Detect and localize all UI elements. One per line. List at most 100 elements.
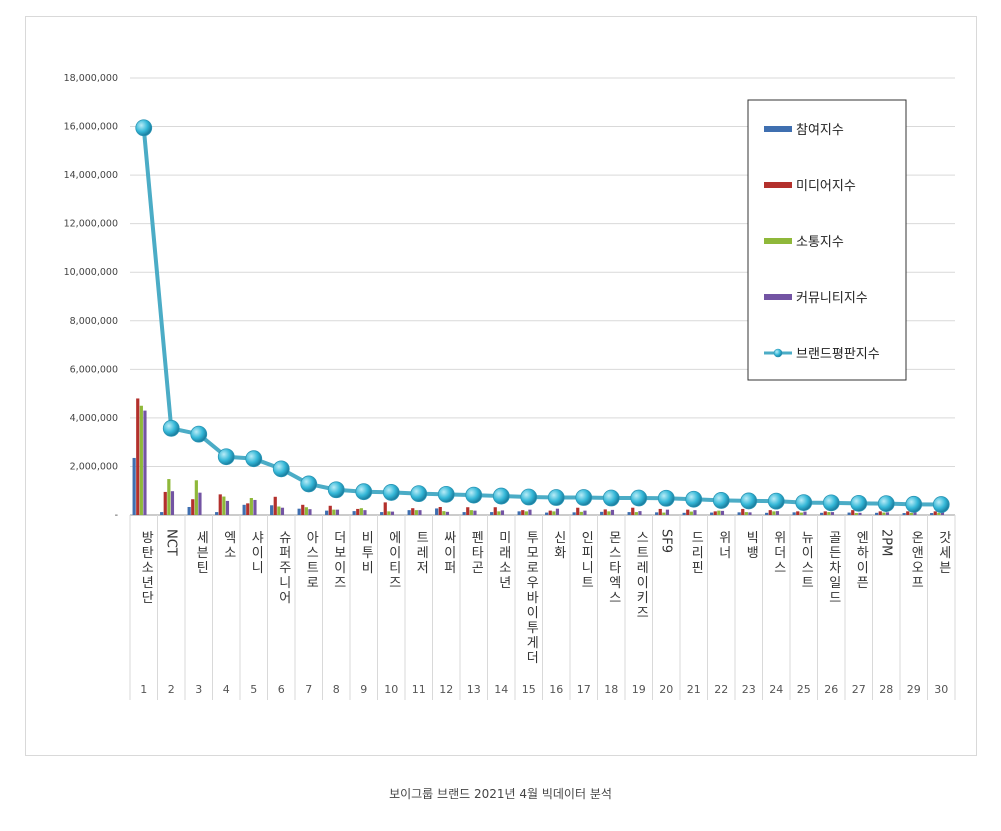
bar-participation [682, 512, 686, 515]
bar-communication [469, 510, 473, 515]
rank-label: 30 [934, 683, 948, 696]
y-tick-label: 14,000,000 [64, 170, 118, 181]
brand-point [162, 419, 180, 437]
brand-point [905, 495, 923, 513]
bar-participation [902, 513, 906, 515]
bar-media [768, 510, 772, 515]
rank-label: 24 [769, 683, 783, 696]
bar-participation [572, 512, 576, 515]
bar-communication [717, 510, 721, 515]
legend-swatch [764, 182, 792, 188]
legend-label: 미디어지수 [796, 179, 856, 194]
brand-point [327, 481, 345, 499]
rank-label: 11 [412, 683, 426, 696]
bar-community [693, 510, 697, 515]
bar-communication [607, 511, 611, 515]
rank-label: 16 [549, 683, 563, 696]
bar-communication [799, 512, 803, 515]
bar-communication [854, 513, 858, 515]
bar-communication [222, 496, 226, 515]
bar-community [555, 508, 560, 515]
bar-community [280, 507, 285, 515]
rank-label: 10 [384, 683, 398, 696]
brand-line [135, 119, 950, 513]
bar-community [225, 500, 230, 515]
legend-label: 브랜드평판지수 [796, 347, 880, 362]
bar-community [418, 510, 422, 515]
bar-community [748, 512, 752, 515]
bar-communication [579, 511, 583, 515]
bar-participation [352, 511, 356, 515]
y-tick-label: 4,000,000 [70, 413, 118, 424]
x-axis: 방 탄 소 년 단 1 NCT 2 세 븐 틴 3 엑 소 4 샤 이 니 5 슈 퍼 주 니 어 6 아 스 트 로 7 더 보 이 즈 8 비 투 비… [129, 515, 956, 700]
bar-community [583, 510, 587, 515]
bar-media [933, 511, 937, 515]
brand-point [602, 489, 620, 507]
brand-point [437, 485, 455, 503]
brand-point [712, 492, 730, 509]
bar-participation [820, 512, 824, 515]
bar-communication [552, 511, 556, 515]
bar-media [356, 508, 360, 515]
brand-point [217, 448, 235, 466]
y-tick-label: - [115, 510, 118, 521]
brand-point [547, 489, 565, 506]
bar-community [198, 492, 202, 515]
bar-community [170, 491, 175, 515]
rank-label: 9 [360, 683, 367, 696]
bar-participation [462, 512, 466, 515]
bar-participation [187, 506, 191, 515]
bar-media [411, 508, 415, 515]
bar-communication [937, 512, 941, 515]
bar-participation [737, 512, 741, 515]
rank-label: 8 [333, 683, 340, 696]
brand-point [465, 486, 483, 504]
brand-point [575, 489, 593, 506]
bar-communication [662, 512, 666, 515]
bar-participation [792, 512, 796, 515]
bar-community [638, 511, 642, 515]
bar-media [713, 511, 717, 515]
y-tick-label: 6,000,000 [70, 364, 118, 375]
bar-participation [875, 512, 879, 515]
rank-label: 25 [797, 683, 811, 696]
bar-participation [847, 512, 851, 515]
brand-point [630, 489, 648, 507]
bar-communication [277, 506, 281, 515]
bar-media [548, 510, 552, 515]
rank-label: 15 [522, 683, 536, 696]
bar-communication [332, 509, 336, 515]
category-label: NCT [163, 529, 178, 556]
bar-community [940, 512, 945, 515]
bar-media [301, 504, 305, 515]
rank-label: 2 [168, 683, 175, 696]
bar-participation [517, 511, 521, 515]
brand-point [520, 488, 538, 506]
brand-point [877, 495, 895, 512]
bar-communication [497, 511, 501, 515]
bar-community [500, 510, 505, 515]
bar-media [438, 506, 442, 515]
brand-point [822, 494, 840, 512]
bar-community [143, 410, 147, 515]
bar-participation [160, 512, 164, 515]
bar-media [796, 511, 800, 515]
bar-media [328, 505, 332, 515]
